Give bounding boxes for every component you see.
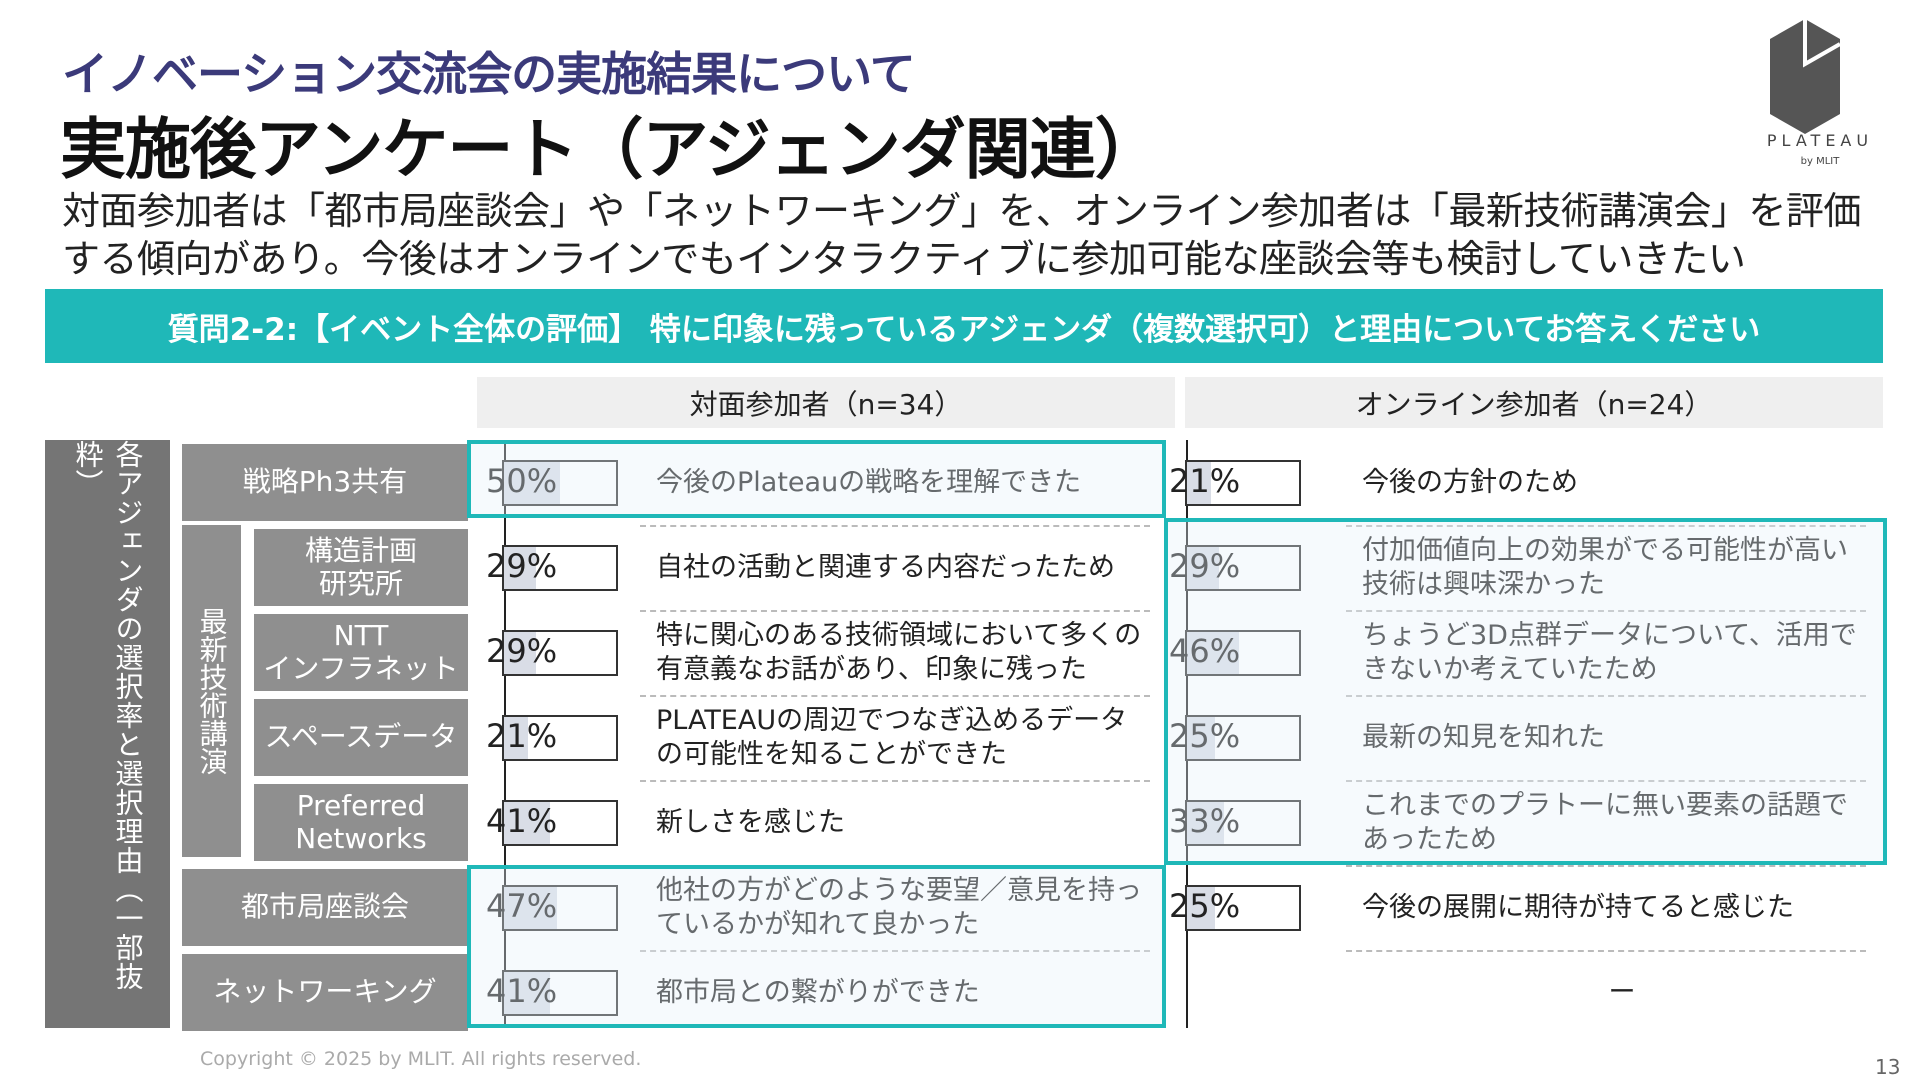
reason: 新しさを感じた (656, 806, 845, 838)
highlight (467, 440, 1166, 518)
agenda-name: ネットワーキング (182, 954, 468, 1031)
separator (640, 695, 1150, 697)
bar (1187, 802, 1224, 844)
percent-label: 25% (1169, 887, 1241, 925)
bar (504, 632, 537, 674)
bar (504, 547, 537, 589)
agenda-name: 構造計画 研究所 (254, 529, 468, 606)
separator (1346, 865, 1866, 867)
percent-label: 33% (1169, 802, 1241, 840)
logo: PLATEAU by MLIT (1767, 19, 1873, 167)
reason: 最新の知見を知れた (1362, 721, 1605, 753)
reason: 付加価値向上の効果がでる可能性が高い 技術は興味深かった (1362, 534, 1848, 600)
percent-label: 21% (1169, 462, 1241, 500)
percent-label: 25% (1169, 717, 1241, 755)
separator (640, 525, 1150, 527)
bar (1187, 462, 1211, 504)
percent-label: 46% (1169, 632, 1241, 670)
column-header: オンライン参加者（n=24） (1185, 377, 1883, 428)
highlight (467, 865, 1166, 1028)
reason: 特に関心のある技術領域において多くの 有意義なお話があり、印象に残った (656, 619, 1142, 685)
reason: ちょうど3D点群データについて、活用で きないか考えていたため (1362, 619, 1857, 685)
logo-line (1803, 19, 1841, 68)
percent-label: 29% (486, 547, 558, 585)
agenda-name: 都市局座談会 (182, 869, 468, 946)
bar (504, 462, 560, 504)
percent-label: 29% (486, 632, 558, 670)
separator (1346, 525, 1866, 527)
bar (504, 717, 528, 759)
subtitle: イノベーション交流会の実施結果について (62, 47, 916, 101)
bar (504, 972, 550, 1014)
bar (1187, 887, 1215, 929)
description-line: 対面参加者は「都市局座談会」や「ネットワーキング」を、オンライン参加者は「最新技… (62, 189, 1861, 233)
bar (1187, 547, 1220, 589)
reason: 今後のPlateauの戦略を理解できた (656, 466, 1082, 498)
agenda-name: スペースデータ (254, 699, 468, 776)
separator (640, 780, 1150, 782)
reason: ー (1608, 976, 1636, 1008)
bar (1187, 717, 1215, 759)
group-label: 最新技術講演 (182, 525, 241, 857)
agenda-name: Preferred Networks (254, 784, 468, 861)
separator (1346, 695, 1866, 697)
separator (1346, 610, 1866, 612)
agenda-name: NTT インフラネット (254, 614, 468, 691)
reason: PLATEAUの周辺でつなぎ込めるデータ の可能性を知ることができた (656, 704, 1128, 770)
reason: 都市局との繋がりができた (656, 976, 980, 1008)
bar (1187, 632, 1239, 674)
highlight (1164, 518, 1887, 865)
description-line: する傾向があり。今後はオンラインでもインタラクティブに参加可能な座談会等も検討し… (62, 237, 1746, 281)
logo-by: by MLIT (1801, 156, 1841, 167)
reason: 今後の展開に期待が持てると感じた (1362, 891, 1794, 923)
separator (1346, 950, 1866, 952)
side-label: 各アジェンダの選択率と選択理由（一部抜粋） (45, 440, 170, 1028)
reason: 今後の方針のため (1362, 466, 1578, 498)
percent-label: 50% (486, 462, 558, 500)
reason: 自社の活動と関連する内容だったため (656, 551, 1115, 583)
logo-name: PLATEAU (1767, 131, 1873, 150)
logo-mark (1770, 19, 1840, 134)
reason: 他社の方がどのような要望／意見を持っ ているかが知れて良かった (656, 874, 1142, 940)
separator (1346, 780, 1866, 782)
copyright: Copyright © 2025 by MLIT. All rights res… (200, 1048, 642, 1070)
percent-label: 41% (486, 972, 558, 1010)
separator (640, 950, 1150, 952)
separator (640, 610, 1150, 612)
column-header: 対面参加者（n=34） (477, 377, 1175, 428)
reason: これまでのプラトーに無い要素の話題で あったため (1362, 789, 1848, 855)
percent-label: 29% (1169, 547, 1241, 585)
page-number: 13 (1875, 1055, 1901, 1079)
title: 実施後アンケート（アジェンダ関連） (60, 111, 1161, 188)
percent-label: 21% (486, 717, 558, 755)
agenda-name: 戦略Ph3共有 (182, 444, 468, 521)
percent-label: 47% (486, 887, 558, 925)
percent-label: 41% (486, 802, 558, 840)
bar (504, 887, 557, 929)
bar (504, 802, 550, 844)
question-banner: 質問2-2:【イベント全体の評価】 特に印象に残っているアジェンダ（複数選択可）… (45, 289, 1883, 363)
